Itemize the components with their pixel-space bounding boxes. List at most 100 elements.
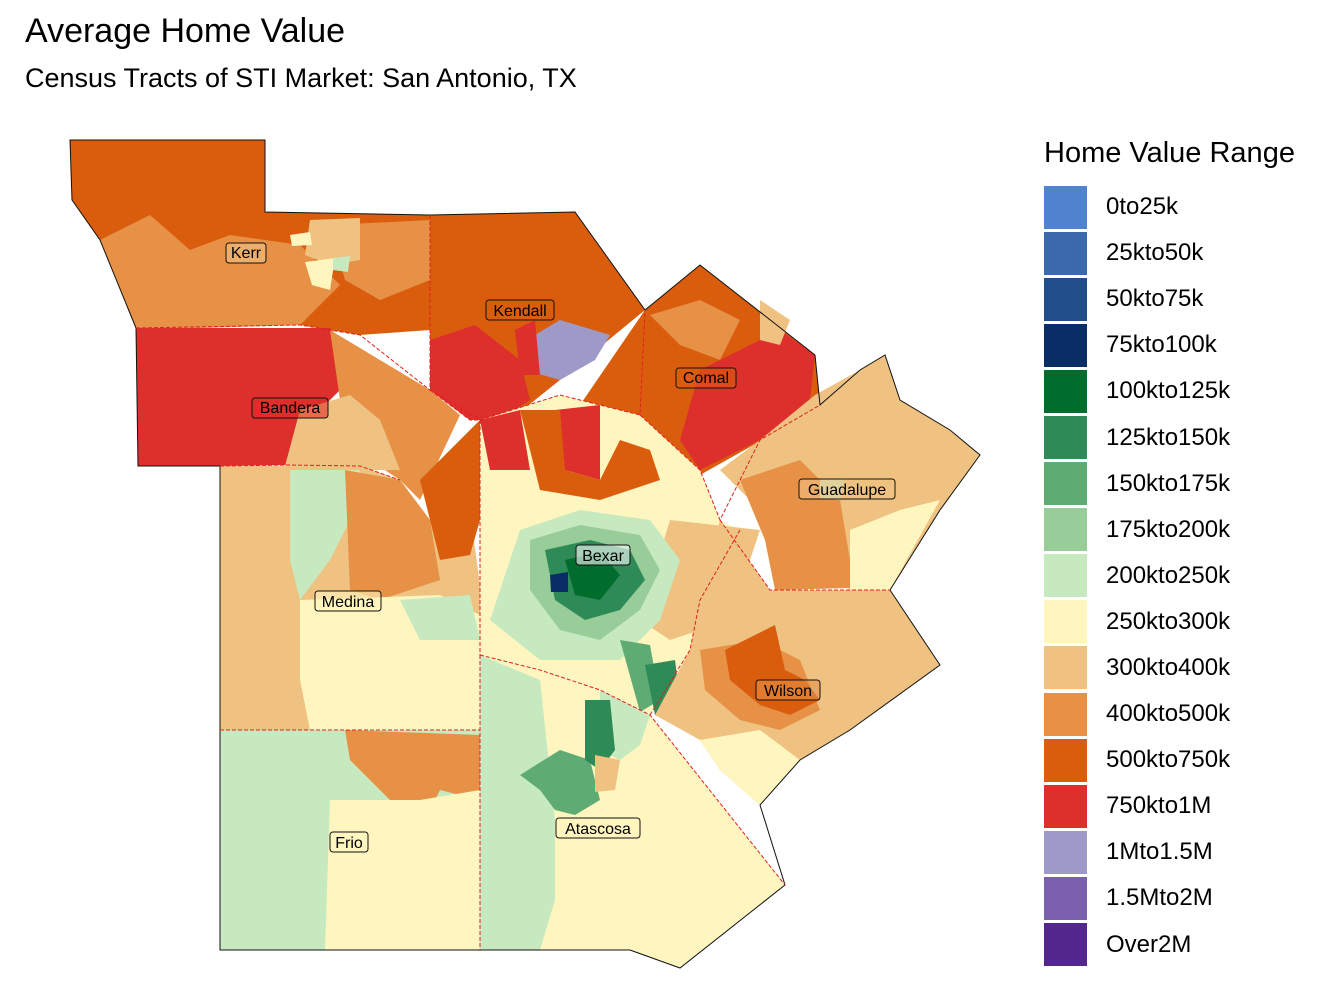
legend-item: Over2M [1044,922,1334,968]
legend-label: 0to25k [1106,193,1179,221]
svg-text:Medina: Medina [322,594,375,611]
legend-label: 150kto175k [1106,469,1231,497]
tract-kendall-red [430,325,530,420]
legend-item: 100kto125k [1044,368,1334,414]
tract-kerr-c [333,256,350,272]
svg-text:Guadalupe: Guadalupe [808,482,886,499]
legend-item: 1.5Mto2M [1044,875,1334,921]
tract-medina-green2 [400,595,480,640]
legend-label: 300kto400k [1106,653,1231,681]
county-label-atascosa: Atascosa [555,817,641,839]
legend-swatch [1044,323,1087,367]
tract-fills [70,140,980,968]
svg-text:Bandera: Bandera [260,400,321,417]
tract-comal-orange [650,300,740,360]
county-label-frio: Frio [329,831,369,853]
county-label-kerr: Kerr [225,242,267,264]
legend-swatch [1044,784,1087,828]
tract-comal-red [680,330,815,470]
legend-item: 750kto1M [1044,783,1334,829]
legend-swatch [1044,646,1087,690]
tract-medina-orange [345,470,440,600]
legend-swatch [1044,876,1087,920]
tract-comal-tan [760,300,790,345]
tract-bexar-south-green [620,640,660,712]
tract-wilson-yellow [700,730,800,805]
legend-label: 1Mto1.5M [1106,838,1213,866]
legend-swatch [1044,554,1087,598]
legend-item: 1Mto1.5M [1044,829,1334,875]
svg-text:Atascosa: Atascosa [565,821,631,838]
legend-item: 300kto400k [1044,645,1334,691]
tract-bandera-red [136,328,345,466]
legend-item: 150kto175k [1044,461,1334,507]
tract-bexar-red2 [555,405,600,480]
legend-label: 400kto500k [1106,700,1231,728]
legend-label: 125kto150k [1106,423,1231,451]
svg-text:Frio: Frio [335,835,363,852]
svg-text:Bexar: Bexar [582,548,624,565]
tract-atascosa-base [480,655,785,968]
legend-item: 75kto100k [1044,322,1334,368]
tract-guad-yellow [850,500,940,590]
legend-item: 400kto500k [1044,691,1334,737]
legend-item: 25kto50k [1044,230,1334,276]
svg-text:Wilson: Wilson [764,683,812,700]
tract-kerr-a [290,232,312,246]
tract-atascosa-mid [520,750,600,815]
county-label-bexar: Bexar [575,544,631,566]
legend-swatch [1044,830,1087,874]
county-boundaries [135,215,890,950]
legend-swatch [1044,508,1087,552]
map-subtitle: Census Tracts of STI Market: San Antonio… [25,63,577,93]
legend-items: 0to25k 25kto50k 50kto75k 75kto100k 100kto125… [1044,184,1334,968]
legend-label: 200kto250k [1106,561,1231,589]
tract-kendall-purple [525,320,610,380]
county-label-wilson: Wilson [755,679,821,701]
legend-swatch [1044,231,1087,275]
tract-kerr-mid [305,218,360,265]
legend-label: 100kto125k [1106,377,1231,405]
county-labels: Kerr Kendall Comal Bandera Guadalupe Bex… [225,242,896,853]
tract-kerr-b [305,258,335,290]
tract-bexar-navy [550,572,568,592]
svg-text:Kerr: Kerr [231,245,262,262]
svg-text:Comal: Comal [683,370,729,387]
legend-swatch [1044,923,1087,967]
map-title: Average Home Value [25,12,346,50]
legend-label: 250kto300k [1106,607,1231,635]
county-label-medina: Medina [314,590,382,612]
county-label-comal: Comal [675,367,737,389]
legend-label: 750kto1M [1106,792,1212,820]
legend-label: 500kto750k [1106,746,1231,774]
tract-atascosa-tan [595,755,620,792]
legend-label: Over2M [1106,930,1192,958]
legend-swatch [1044,185,1087,229]
tract-atascosa-green [480,655,555,950]
tract-kerr-west [100,215,340,328]
legend-swatch [1044,462,1087,506]
legend-item: 250kto300k [1044,599,1334,645]
legend-item: 125kto150k [1044,414,1334,460]
tract-atascosa-dark [585,700,615,770]
legend-item: 200kto250k [1044,553,1334,599]
legend-swatch [1044,738,1087,782]
legend-item: 500kto750k [1044,737,1334,783]
legend-swatch [1044,416,1087,460]
tract-medina-green [290,470,360,600]
tract-bexar-red1 [480,410,530,470]
choropleth-map: Kerr Kendall Comal Bandera Guadalupe Bex… [69,139,981,969]
tract-frio-yellow [325,790,480,950]
legend-title: Home Value Range [1044,137,1295,169]
legend-swatch [1044,369,1087,413]
legend-label: 1.5Mto2M [1106,884,1213,912]
tract-bandera-east [330,330,460,500]
tract-frio-orange [345,730,480,830]
tract-bexar-orange [520,410,660,500]
legend-item: 50kto75k [1044,276,1334,322]
legend: Home Value Range 0to25k 25kto50k 50kto75k 7… [1044,137,1334,968]
legend-label: 25kto50k [1106,239,1204,267]
svg-text:Kendall: Kendall [493,303,546,320]
legend-label: 175kto200k [1106,515,1231,543]
legend-swatch [1044,277,1087,321]
